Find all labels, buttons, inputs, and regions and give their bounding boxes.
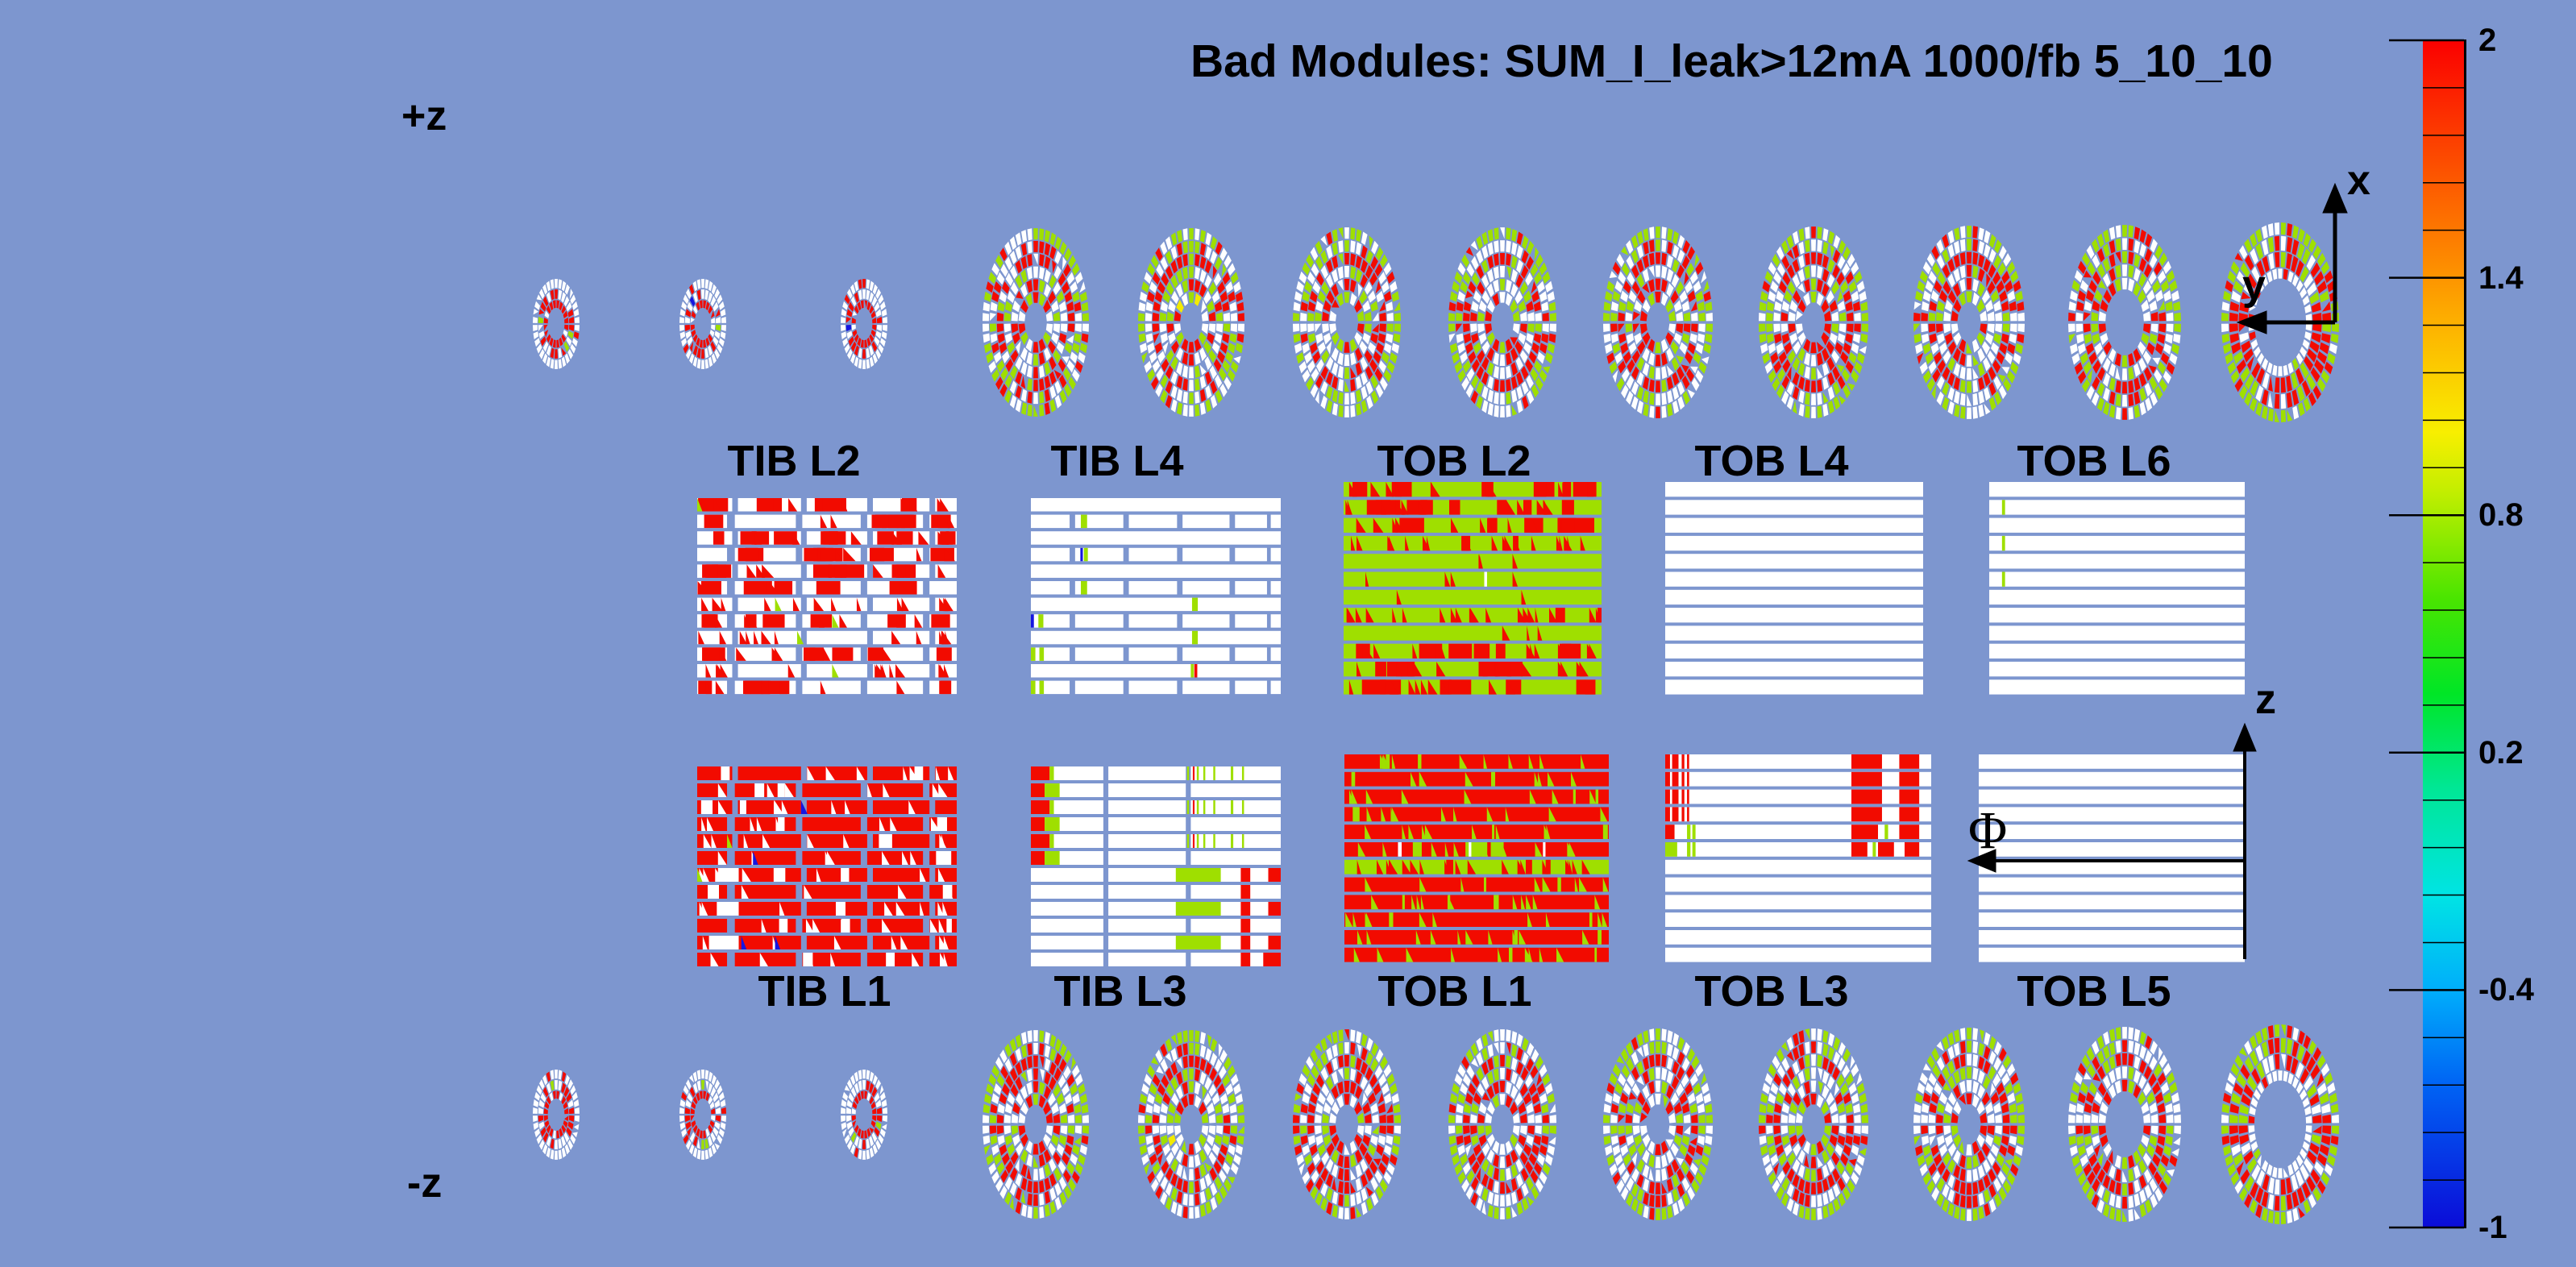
- panel-label-tob-l6: TOB L6: [2017, 437, 2171, 485]
- barrel-panel: [1979, 754, 2245, 962]
- colorbar-tick-label: -1: [2478, 1210, 2507, 1245]
- endcap-disk-row: [533, 1024, 2339, 1224]
- minus-z-label: -z: [407, 1160, 442, 1207]
- barrel-panel: [1031, 766, 1281, 966]
- colorbar-tick-label: 1.4: [2478, 260, 2524, 296]
- barrel-panel: [697, 498, 957, 695]
- endcap-disk-row: [533, 222, 2339, 422]
- z-axis-label: z: [2255, 676, 2276, 723]
- colorbar-tick-label: 2: [2478, 23, 2497, 58]
- panel-label-tob-l4: TOB L4: [1694, 437, 1849, 485]
- x-axis-label: x: [2347, 157, 2370, 204]
- phi-axis-label: Φ: [1968, 801, 2008, 860]
- barrel-panel: [1031, 498, 1281, 695]
- barrel-panel: [1344, 482, 1602, 695]
- coordinate-axes: [2236, 182, 2348, 334]
- page-title: Bad Modules: SUM_I_leak>12mA 1000/fb 5_1…: [1190, 35, 2273, 87]
- panel-label-tob-l2: TOB L2: [1377, 437, 1531, 485]
- panel-label-tib-l2: TIB L2: [727, 437, 861, 485]
- barrel-panel: [1989, 482, 2245, 695]
- colorbar-tick-label: 0.8: [2478, 497, 2524, 534]
- colorbar-tick-label: -0.4: [2478, 972, 2534, 1008]
- barrel-panel: [1665, 754, 1931, 962]
- panel-label-tob-l3: TOB L3: [1694, 967, 1849, 1016]
- colorbar-tick-label: 0.2: [2478, 734, 2524, 771]
- y-axis-label: y: [2242, 262, 2266, 309]
- panel-label-tob-l5: TOB L5: [2017, 967, 2171, 1016]
- panel-label-tib-l1: TIB L1: [758, 967, 891, 1016]
- barrel-panel: [1665, 482, 1923, 695]
- panel-label-tib-l3: TIB L3: [1053, 967, 1187, 1016]
- barrel-panel: [1344, 754, 1609, 962]
- plus-z-label: +z: [401, 93, 447, 139]
- panel-label-tob-l1: TOB L1: [1377, 967, 1532, 1016]
- barrel-panel: [697, 766, 957, 966]
- colorbar: [2389, 39, 2466, 1229]
- z-phi-axes: [1967, 722, 2257, 959]
- panel-label-tib-l4: TIB L4: [1050, 437, 1184, 485]
